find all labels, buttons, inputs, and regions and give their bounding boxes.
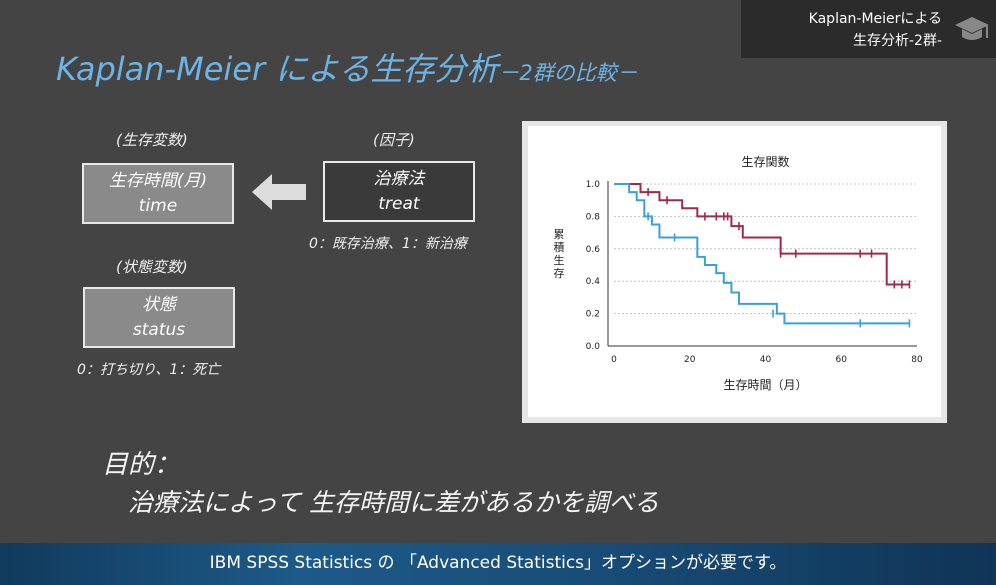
status-var-code: status <box>132 320 186 340</box>
survival-var-box: 生存時間(月) time <box>82 163 234 224</box>
survival-var-name: 生存時間(月) <box>108 171 208 191</box>
badge-line2: 生存分析-2群- <box>852 33 942 49</box>
footer-text: IBM SPSS Statistics の 「Advanced Statisti… <box>209 553 787 573</box>
x-tick-label: 0 <box>611 355 617 365</box>
survival-var-code: time <box>138 196 178 216</box>
chart-panel: 生存関数 0.0 0.2 0.4 0.6 0.8 1.0 0 20 40 60 80 生存時間（月） 累積… <box>528 126 941 417</box>
survival-var-heading: (生存変数) <box>116 131 188 149</box>
title-sub: －2群の比較－ <box>498 61 638 85</box>
footer-banner: IBM SPSS Statistics の 「Advanced Statisti… <box>0 543 996 585</box>
slide-badge: Kaplan-Meierによる 生存分析-2群- <box>741 0 996 58</box>
status-var-heading: (状態変数) <box>116 258 188 276</box>
x-tick-label: 40 <box>760 355 772 365</box>
y-axis-label-char: 積 <box>554 240 565 254</box>
chart-frame: 生存関数 0.0 0.2 0.4 0.6 0.8 1.0 0 20 40 60 80 生存時間（月） 累積… <box>522 121 947 423</box>
title-main: Kaplan-Meier による生存分析 <box>56 50 499 88</box>
x-axis-label: 生存時間（月） <box>723 378 807 392</box>
arrow-left-icon <box>252 174 306 210</box>
y-tick-label: 0.4 <box>586 277 601 287</box>
y-tick-label: 0.6 <box>586 245 601 255</box>
survival-chart: 生存関数 0.0 0.2 0.4 0.6 0.8 1.0 0 20 40 60 80 生存時間（月） 累積… <box>554 154 923 392</box>
chart-title: 生存関数 <box>741 154 789 169</box>
survival-series-0 <box>614 183 910 286</box>
factor-name: 治療法 <box>373 169 425 189</box>
factor-heading: (因子) <box>373 131 415 149</box>
y-tick-label: 0.0 <box>586 342 601 352</box>
status-var-box: 状態 status <box>83 287 235 348</box>
purpose-label: 目的： <box>102 450 181 480</box>
factor-box: 治療法 treat <box>323 161 475 222</box>
y-tick-label: 0.8 <box>586 212 601 222</box>
factor-note: 0：既存治療、1：新治療 <box>309 236 467 252</box>
survival-series-1 <box>614 183 910 325</box>
graduation-cap-icon <box>955 17 989 40</box>
status-var-name: 状態 <box>142 295 176 315</box>
page-title: Kaplan-Meier による生存分析－2群の比較－ <box>56 44 638 90</box>
badge-line1: Kaplan-Meierによる <box>808 11 942 27</box>
status-var-note: 0：打ち切り、1：死亡 <box>77 362 221 378</box>
x-tick-label: 80 <box>911 355 923 365</box>
y-tick-label: 1.0 <box>586 180 601 190</box>
purpose-text: 治療法によって 生存時間に差があるかを調べる <box>128 488 659 517</box>
y-axis-label-char: 存 <box>554 266 565 280</box>
factor-code: treat <box>378 194 420 214</box>
x-tick-label: 20 <box>684 355 696 365</box>
y-axis-label-char: 生 <box>554 253 565 267</box>
x-tick-label: 60 <box>836 355 848 365</box>
y-axis-label-char: 累 <box>554 228 565 241</box>
y-tick-label: 0.2 <box>586 310 600 320</box>
